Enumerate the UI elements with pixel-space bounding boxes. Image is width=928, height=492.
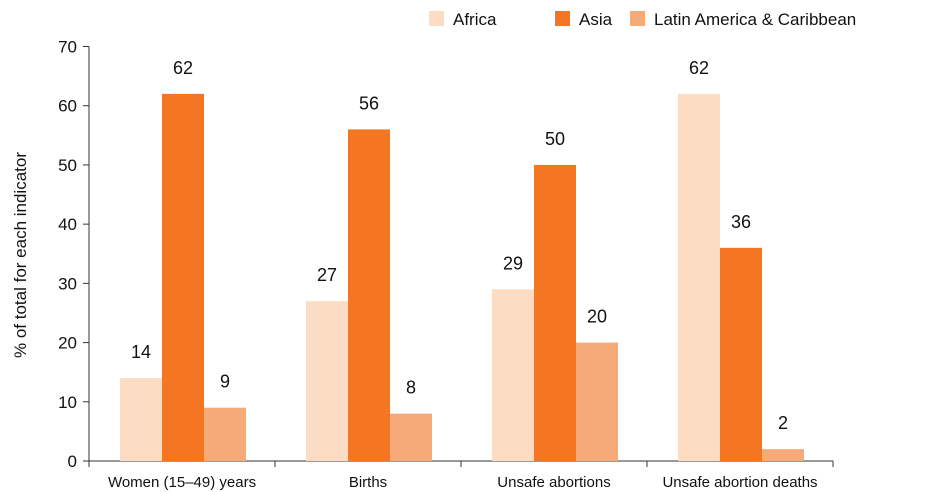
legend-swatch bbox=[429, 11, 444, 26]
x-tick-label: Unsafe abortions bbox=[497, 474, 610, 491]
data-label: 20 bbox=[587, 307, 607, 327]
data-label: 56 bbox=[359, 93, 379, 113]
legend-label: Latin America & Caribbean bbox=[654, 10, 856, 29]
data-labels: 14 62 9 27 56 8 29 50 20 62 36 2 bbox=[131, 58, 788, 433]
bar-africa bbox=[678, 93, 720, 461]
bar-asia bbox=[720, 247, 762, 461]
y-axis-label: % of total for each indicator bbox=[11, 152, 30, 358]
x-tick-label: Births bbox=[349, 474, 387, 491]
y-tick-label: 50 bbox=[58, 156, 77, 175]
legend-label: Asia bbox=[579, 10, 613, 29]
data-label: 62 bbox=[689, 58, 709, 78]
bar-africa bbox=[120, 378, 162, 461]
bars bbox=[120, 93, 804, 461]
data-label: 9 bbox=[220, 372, 230, 392]
y-tick-label: 70 bbox=[58, 38, 77, 57]
x-axis: Women (15–49) years Births Unsafe abortion… bbox=[88, 460, 834, 491]
data-label: 8 bbox=[406, 378, 416, 398]
bar-asia bbox=[162, 93, 204, 461]
x-tick-label: Unsafe abortion deaths bbox=[662, 474, 817, 491]
y-tick-label: 40 bbox=[58, 215, 77, 234]
data-label: 36 bbox=[731, 212, 751, 232]
x-tick-label: Women (15–49) years bbox=[108, 474, 256, 491]
bar-africa bbox=[492, 289, 534, 461]
data-label: 2 bbox=[778, 413, 788, 433]
bar-latin-america-caribbean bbox=[390, 413, 432, 461]
legend-swatch bbox=[555, 11, 570, 26]
bar-africa bbox=[306, 301, 348, 461]
y-axis: 0 10 20 30 40 50 60 70 bbox=[58, 38, 90, 471]
y-tick-label: 20 bbox=[58, 334, 77, 353]
y-tick-label: 60 bbox=[58, 97, 77, 116]
bar-latin-america-caribbean bbox=[762, 449, 804, 461]
legend-label: Africa bbox=[453, 10, 497, 29]
data-label: 27 bbox=[317, 265, 337, 285]
bar-asia bbox=[534, 164, 576, 461]
y-tick-label: 0 bbox=[68, 452, 77, 471]
data-label: 62 bbox=[173, 58, 193, 78]
bar-latin-america-caribbean bbox=[576, 342, 618, 461]
y-tick-label: 30 bbox=[58, 274, 77, 293]
data-label: 50 bbox=[545, 129, 565, 149]
bar-latin-america-caribbean bbox=[204, 407, 246, 461]
y-tick-label: 10 bbox=[58, 393, 77, 412]
legend: Africa Asia Latin America & Caribbean bbox=[429, 10, 856, 29]
bar-asia bbox=[348, 129, 390, 461]
legend-swatch bbox=[630, 11, 645, 26]
data-label: 14 bbox=[131, 342, 151, 362]
data-label: 29 bbox=[503, 253, 523, 273]
